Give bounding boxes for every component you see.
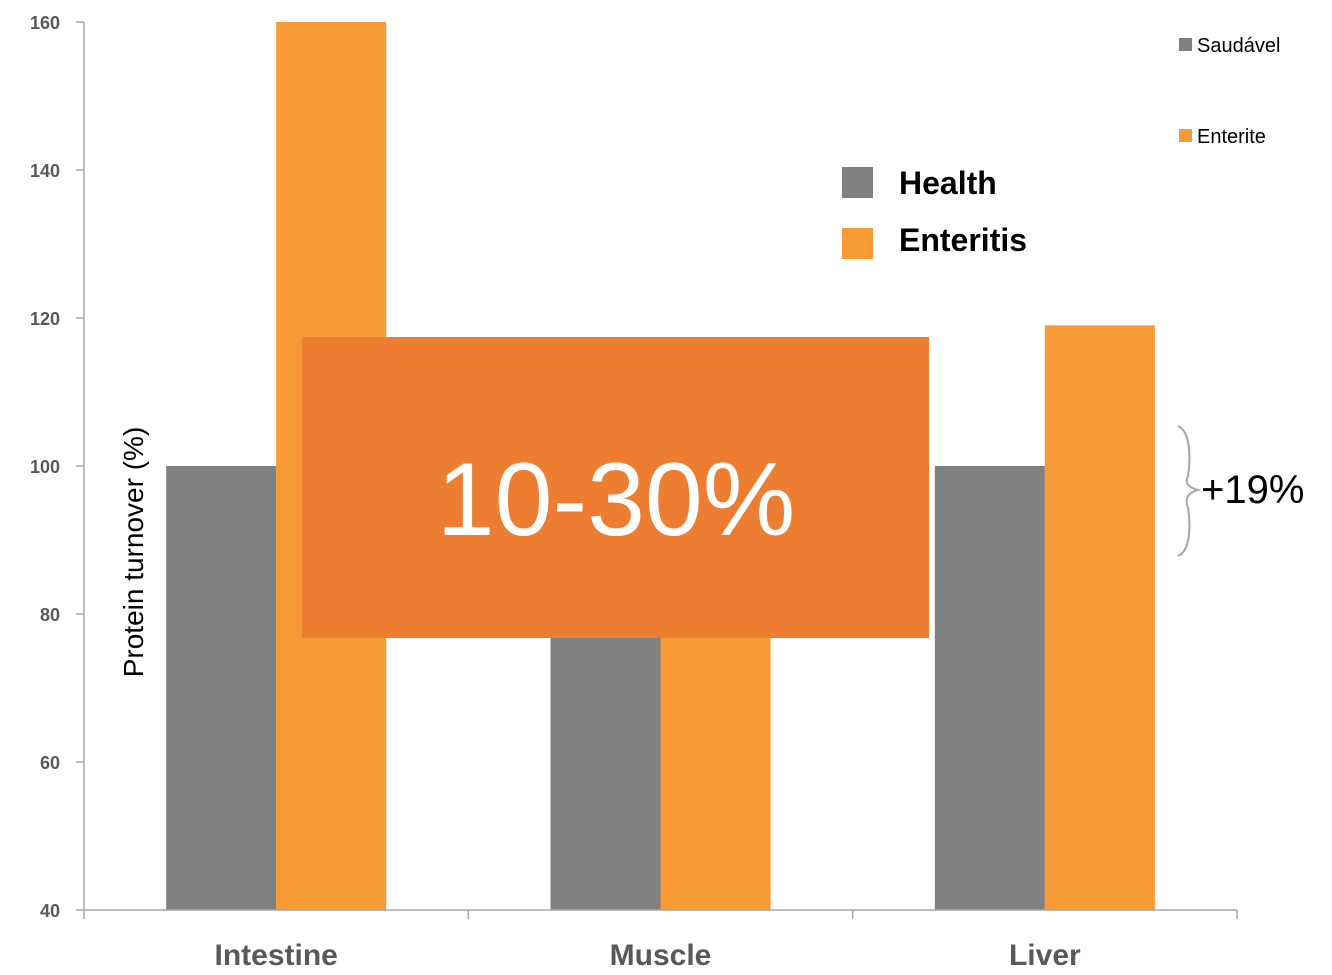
x-tick-label-intestine: Intestine xyxy=(214,939,337,972)
callout-box: 10-30% xyxy=(302,337,929,638)
bar-liver-enteritis xyxy=(1044,325,1155,910)
overlay-legend-swatch-enteritis xyxy=(842,228,873,259)
y-tick-label-40: 40 xyxy=(40,901,60,921)
overlay-legend-label-enteritis: Enteritis xyxy=(899,222,1027,258)
y-tick-label-160: 160 xyxy=(30,13,60,33)
x-tick-label-muscle: Muscle xyxy=(610,939,712,972)
legend-label-enterite: Enterite xyxy=(1197,126,1266,148)
bar-intestine-health xyxy=(166,466,277,910)
bar-liver-health xyxy=(934,466,1045,910)
y-tick-label-80: 80 xyxy=(40,605,60,625)
y-tick-label-60: 60 xyxy=(40,753,60,773)
annotation-text: +19% xyxy=(1201,468,1304,512)
chart-legend: Saudável Enterite xyxy=(1179,35,1280,148)
brace-icon xyxy=(1177,425,1202,557)
bar-muscle-health xyxy=(550,614,661,910)
callout-background xyxy=(302,337,929,638)
axes-group: Intestine Muscle Liver 40 60 80 100 120 140 160 xyxy=(30,13,1238,972)
overlay-legend-label-health: Health xyxy=(899,165,997,201)
overlay-legend-swatch-health xyxy=(842,167,873,198)
legend-swatch-enterite xyxy=(1179,129,1192,142)
legend-label-saudavel: Saudável xyxy=(1197,35,1280,57)
bar-muscle-enteritis xyxy=(660,614,771,910)
legend-swatch-saudavel xyxy=(1179,38,1192,51)
callout-text: 10-30% xyxy=(437,442,795,558)
y-axis-label: Protein turnover (%) xyxy=(118,427,149,678)
overlay-legend: Health Enteritis xyxy=(842,165,1027,259)
y-tick-label-120: 120 xyxy=(30,309,60,329)
y-tick-label-140: 140 xyxy=(30,161,60,181)
x-tick-label-liver: Liver xyxy=(1009,939,1081,972)
brace-annotation: +19% xyxy=(1177,425,1304,557)
y-tick-label-100: 100 xyxy=(30,457,60,477)
